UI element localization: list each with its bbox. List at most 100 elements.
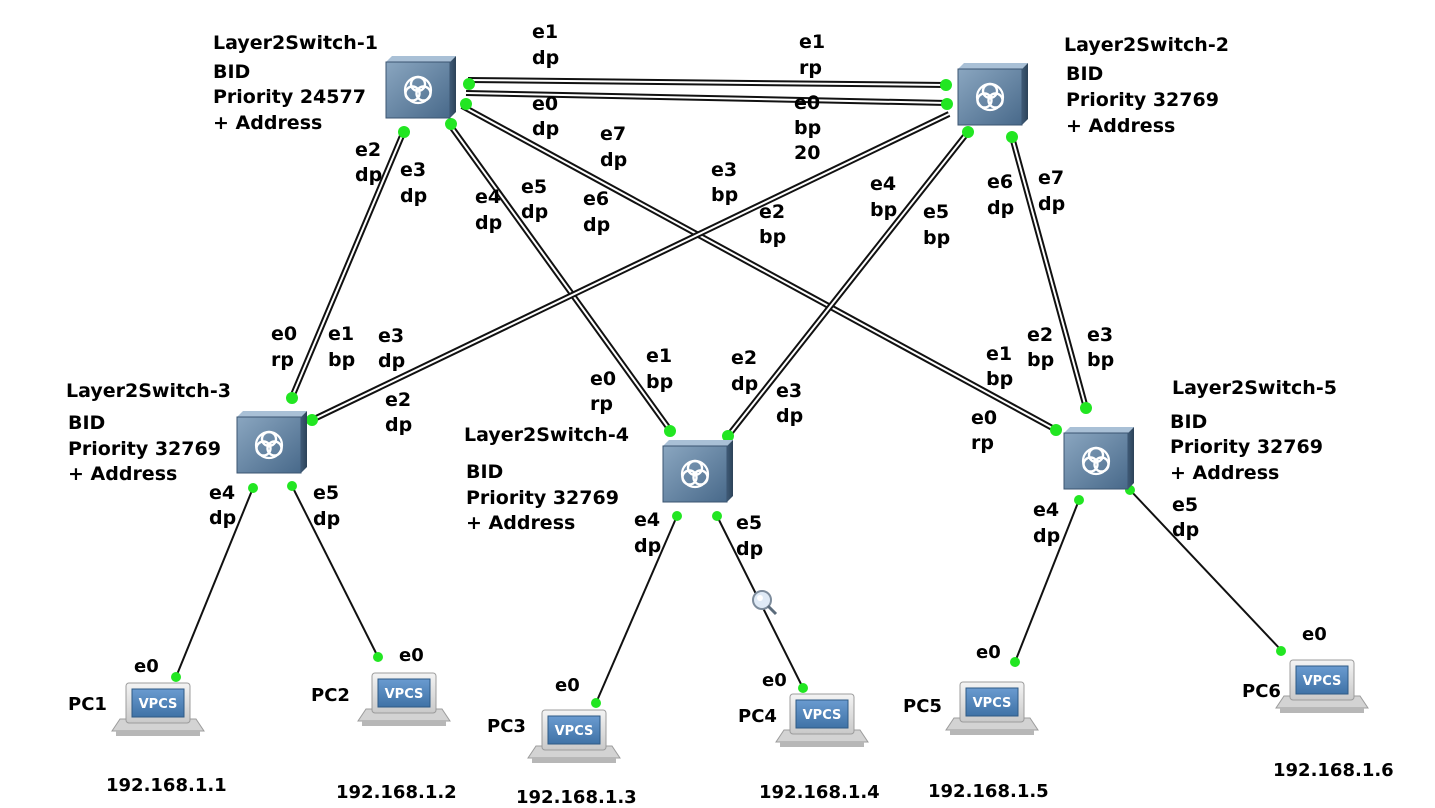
port-role: dp — [600, 149, 627, 171]
switch-name: Layer2Switch-1 — [213, 32, 378, 54]
switch-bid: BID — [1170, 411, 1207, 433]
port-name: e2 — [385, 389, 411, 411]
switch-sw5[interactable] — [1064, 427, 1134, 489]
port-dot — [463, 78, 475, 90]
magnifier-icon — [752, 590, 778, 616]
link-sw5-pc6[interactable] — [1129, 489, 1282, 651]
pc-labels: PC1 192.168.1.1 e0 PC2 192.168.1.2 e0 PC… — [68, 624, 1394, 808]
access-links — [175, 485, 1282, 704]
port-dot — [373, 652, 383, 662]
vpcs-screen-label: VPCS — [139, 697, 178, 712]
port-name: e3 — [400, 159, 426, 181]
port-name: e1 — [328, 323, 354, 345]
link-sw3-pc1[interactable] — [175, 487, 254, 678]
port-name: e2 — [355, 139, 381, 161]
port-dot — [672, 511, 682, 521]
port-name: e5 — [736, 512, 762, 534]
link-sw1-sw5[interactable] — [460, 103, 1058, 433]
link-sw1-sw3[interactable] — [289, 129, 407, 399]
port-role: bp — [328, 349, 355, 371]
pc-port: e0 — [399, 645, 424, 666]
pc-pc3[interactable]: VPCS — [527, 709, 621, 764]
port-role: dp — [1172, 519, 1199, 541]
pc-ip: 192.168.1.4 — [759, 782, 880, 803]
port-role: bp — [646, 371, 673, 393]
port-dot — [1074, 495, 1084, 505]
port-name: e1 — [646, 345, 672, 367]
switch-sw1[interactable] — [386, 56, 456, 118]
port-role: dp — [400, 185, 427, 207]
switch-name: Layer2Switch-2 — [1064, 34, 1229, 56]
pc-pc1[interactable]: VPCS — [111, 682, 205, 737]
pc-pc4[interactable]: VPCS — [775, 693, 869, 748]
switch-icon — [958, 63, 1028, 125]
link-sw1-sw4[interactable] — [447, 123, 673, 432]
pc-port: e0 — [976, 642, 1001, 663]
switch-icon — [237, 411, 307, 473]
pc-ip: 192.168.1.1 — [106, 775, 227, 796]
vpcs-screen-label: VPCS — [803, 708, 842, 723]
port-role: bp — [923, 227, 950, 249]
pc-port: e0 — [762, 670, 787, 691]
port-role: dp — [1038, 193, 1065, 215]
pc-name: PC6 — [1242, 681, 1281, 702]
pc-name: PC3 — [487, 716, 526, 737]
switch-address: + Address — [1170, 462, 1279, 484]
link-sw2-sw5[interactable] — [1009, 136, 1089, 409]
switch-info-sw3: Layer2Switch-3 BID Priority 32769 + Addr… — [66, 380, 231, 485]
port-name: e2 — [759, 201, 785, 223]
port-role: bp — [759, 226, 786, 248]
port-name: e3 — [1087, 324, 1113, 346]
port-name: e4 — [634, 509, 660, 531]
port-role: dp — [731, 373, 758, 395]
port-role: dp — [385, 414, 412, 436]
port-role: dp — [583, 214, 610, 236]
port-name: e0 — [590, 368, 616, 390]
port-name: e2 — [1027, 324, 1053, 346]
switch-bid: BID — [213, 61, 250, 83]
port-name: e3 — [711, 159, 737, 181]
link-sw1-sw2-e1[interactable] — [467, 77, 947, 88]
port-name: e3 — [776, 380, 802, 402]
port-name: e2 — [731, 347, 757, 369]
switch-sw2[interactable] — [958, 63, 1028, 125]
switch-sw4[interactable] — [663, 440, 733, 502]
port-name: e4 — [870, 173, 896, 195]
link-sw2-sw3[interactable] — [310, 111, 951, 423]
port-dot — [171, 672, 181, 682]
port-dot — [1050, 424, 1062, 436]
pc-pc6[interactable]: VPCS — [1275, 659, 1369, 714]
pc-port: e0 — [134, 656, 159, 677]
port-name: e5 — [923, 201, 949, 223]
port-dot — [306, 414, 318, 426]
pc-port: e0 — [1302, 624, 1327, 645]
port-role: rp — [590, 393, 613, 415]
link-sw3-pc2[interactable] — [291, 485, 379, 658]
switch-bid: BID — [466, 461, 503, 483]
switch-sw3[interactable] — [237, 411, 307, 473]
link-sw2-sw4[interactable] — [725, 130, 971, 438]
switch-name: Layer2Switch-5 — [1172, 377, 1337, 399]
pc-pc2[interactable]: VPCS — [357, 672, 451, 727]
switch-info-sw5: Layer2Switch-5 BID Priority 32769 + Addr… — [1170, 377, 1337, 484]
port-role: bp — [870, 199, 897, 221]
link-sw1-sw2-e0[interactable] — [465, 90, 948, 106]
port-name: e0 — [532, 93, 558, 115]
link-sw4-pc3[interactable] — [595, 515, 678, 704]
port-role: dp — [355, 164, 382, 186]
pc-name: PC5 — [903, 696, 942, 717]
port-name: e0 — [271, 323, 297, 345]
port-indicators — [171, 78, 1286, 708]
port-dot — [1010, 657, 1020, 667]
port-name: e7 — [600, 123, 626, 145]
pc-name: PC2 — [311, 685, 350, 706]
port-role: dp — [987, 197, 1014, 219]
pc-pc5[interactable]: VPCS — [945, 681, 1039, 736]
switch-icon — [1064, 427, 1134, 489]
port-role: rp — [971, 432, 994, 454]
port-extra: 20 — [794, 142, 820, 164]
link-sw5-pc5[interactable] — [1014, 499, 1080, 663]
port-role: dp — [634, 535, 661, 557]
port-name: e4 — [209, 482, 235, 504]
port-name: e5 — [521, 176, 547, 198]
